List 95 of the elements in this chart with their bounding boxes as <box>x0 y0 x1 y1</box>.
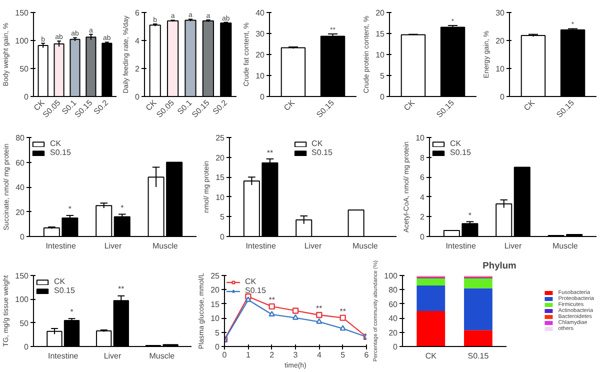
y-tick-label: 100 <box>384 272 398 280</box>
y-tick-label: 0 <box>420 232 426 242</box>
x-tick-label: CK <box>425 352 438 360</box>
x-tick-label: CK <box>32 98 47 113</box>
annotation: ** <box>316 304 322 313</box>
legend-label: S0.15 <box>245 286 266 295</box>
x-tick-label: Muscle <box>152 242 178 250</box>
x-tick-label: 6 <box>364 350 370 360</box>
y-tick-label: 40 <box>256 8 266 18</box>
y-tick-label: 5 <box>380 72 386 80</box>
x-tick-label: 5 <box>340 350 346 360</box>
legend-label: CK <box>54 277 66 286</box>
x-tick-label: Liver <box>304 242 322 250</box>
y-tick-label: 25 <box>216 134 226 142</box>
y-tick-label: 10 <box>416 134 426 142</box>
x-tick-label: CK <box>144 98 159 113</box>
y-tick-label: 20 <box>388 328 398 338</box>
x-tick-label: Liver <box>104 242 122 250</box>
x-tick-label: Intestine <box>46 242 76 250</box>
y-tick-label: 0 <box>215 342 220 352</box>
annotation: ** <box>118 284 124 294</box>
y-tick-label: 2 <box>420 212 426 222</box>
y-tick-label: 5 <box>220 212 226 222</box>
y-tick-label: 25 <box>210 272 220 280</box>
y-tick-label: 20 <box>496 36 506 46</box>
legend-label: S0.15 <box>54 286 75 295</box>
y-tick-label: 10 <box>496 64 506 74</box>
legend-label: S0.15 <box>450 148 471 157</box>
annotation: * <box>120 204 124 212</box>
x-tick-label: CK <box>402 98 417 113</box>
y-tick-label: 30 <box>256 30 266 38</box>
annotation: ** <box>340 306 346 316</box>
x-tick-label: Muscle <box>352 242 378 250</box>
y-tick-label: 0 <box>24 342 30 352</box>
x-tick-label: Intestine <box>48 352 79 360</box>
chart-title: Phylum <box>482 260 516 270</box>
legend-label: CK <box>450 139 462 148</box>
x-tick-label: Liver <box>504 242 522 250</box>
y-tick-label: 80 <box>16 134 26 142</box>
y-tick-label: 20 <box>210 286 220 295</box>
x-tick-label: Intestine <box>246 242 276 250</box>
y-tick-label: 100 <box>15 36 30 46</box>
legend-label: CK <box>50 139 62 148</box>
y-tick-label: 4 <box>135 36 140 46</box>
annotation: * <box>468 210 472 220</box>
y-tick-label: 60 <box>388 300 398 309</box>
y-tick-label: 5 <box>215 328 220 338</box>
y-tick-label: 10 <box>256 72 266 80</box>
annotation: * <box>68 204 72 214</box>
y-tick-label: 10 <box>376 50 386 60</box>
x-tick-label: CK <box>522 98 537 113</box>
x-tick-label: 3 <box>293 350 298 360</box>
y-tick-label: 0 <box>220 232 226 242</box>
y-tick-label: 50 <box>20 318 30 328</box>
y-tick-label: 20 <box>256 50 266 60</box>
y-tick-label: 0 <box>20 232 26 242</box>
y-tick-label: 20 <box>376 8 386 18</box>
y-tick-label: 80 <box>388 286 398 295</box>
y-tick-label: 0 <box>393 342 398 352</box>
y-tick-label: 30 <box>496 8 506 18</box>
y-tick-label: 40 <box>16 183 26 192</box>
annotation: ** <box>268 295 275 304</box>
y-tick-label: 4 <box>420 192 426 202</box>
x-tick-label: 4 <box>316 350 322 360</box>
y-tick-label: 40 <box>388 314 398 324</box>
y-tick-label: 6 <box>420 173 426 182</box>
x-tick-label: CK <box>282 98 297 113</box>
legend-label: S0.15 <box>50 148 71 157</box>
x-tick-label: 2 <box>270 350 275 360</box>
y-tick-label: 2 <box>135 64 140 74</box>
x-tick-label: Muscle <box>149 352 176 360</box>
x-tick-label: Intestine <box>446 242 476 250</box>
y-tick-label: 10 <box>210 314 220 324</box>
y-tick-label: 15 <box>376 30 386 38</box>
y-tick-label: 60 <box>16 158 26 168</box>
y-tick-label: 15 <box>210 300 220 309</box>
y-tick-label: 150 <box>15 8 30 18</box>
x-tick-label: Muscle <box>552 242 578 250</box>
y-tick-label: 8 <box>420 153 426 162</box>
legend-label: CK <box>245 277 258 286</box>
y-tick-label: 50 <box>20 64 30 74</box>
legend-label: S0.15 <box>312 148 332 157</box>
y-tick-label: 100 <box>15 295 30 304</box>
x-tick-label: Liver <box>104 352 122 360</box>
y-tick-label: 20 <box>216 153 226 162</box>
y-tick-label: 15 <box>216 173 226 182</box>
legend-label: CK <box>312 139 324 148</box>
y-tick-label: 6 <box>135 8 140 18</box>
y-tick-label: 20 <box>16 208 26 217</box>
y-tick-label: 10 <box>216 192 226 202</box>
annotation: * <box>70 307 74 316</box>
annotation: ** <box>266 148 274 158</box>
x-tick-label: S0.15 <box>468 352 490 360</box>
x-tick-label: 1 <box>246 350 251 360</box>
y-tick-label: 150 <box>15 272 30 280</box>
